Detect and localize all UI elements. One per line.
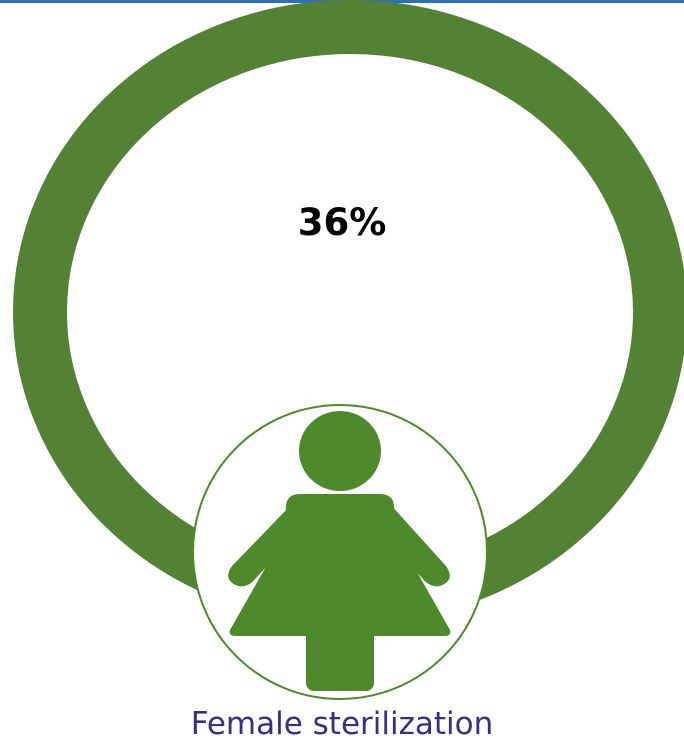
stat-percentage: 36% bbox=[297, 201, 387, 244]
stat-caption: Female sterilization bbox=[190, 706, 494, 742]
female-person-icon bbox=[228, 411, 451, 691]
